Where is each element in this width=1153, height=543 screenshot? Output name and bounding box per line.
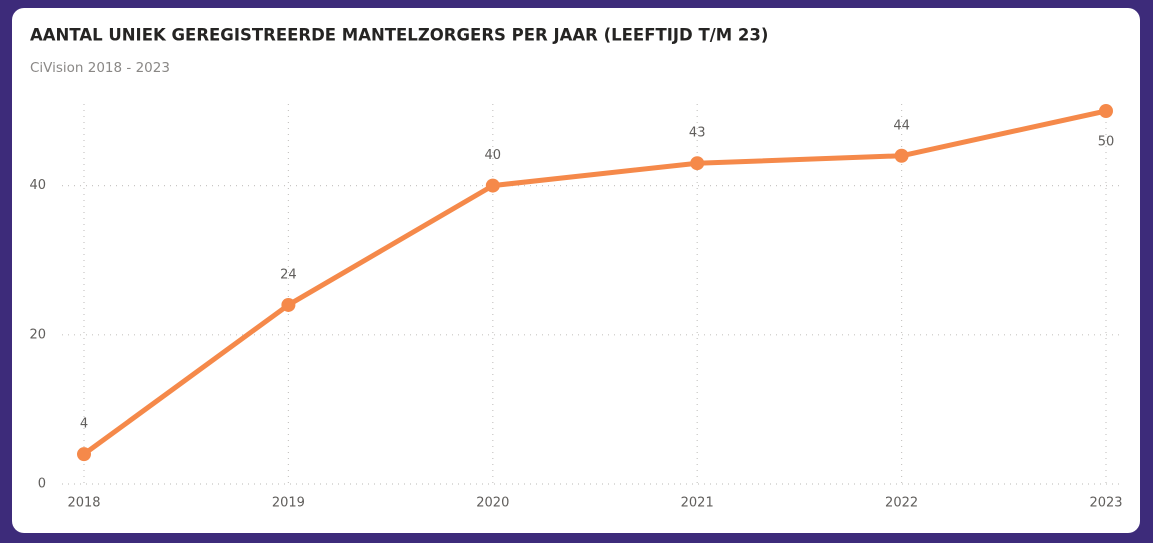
data-label: 24 — [280, 267, 297, 282]
chart-subtitle: CiVision 2018 - 2023 — [30, 60, 170, 76]
x-tick-label: 2023 — [1089, 496, 1122, 511]
point — [894, 148, 909, 163]
y-tick-label: 40 — [29, 178, 46, 193]
x-tick-label: 2019 — [272, 496, 305, 511]
y-tick-label: 0 — [38, 477, 46, 492]
data-label: 50 — [1098, 135, 1115, 150]
card — [12, 8, 1140, 533]
chart-title: AANTAL UNIEK GEREGISTREERDE MANTELZORGER… — [30, 26, 768, 45]
x-tick-label: 2018 — [67, 496, 100, 511]
x-tick-label: 2022 — [885, 496, 918, 511]
data-label: 44 — [893, 118, 910, 133]
data-label: 40 — [485, 148, 502, 163]
point — [77, 447, 91, 462]
x-tick-label: 2021 — [681, 496, 714, 511]
line — [82, 108, 1107, 457]
point — [1099, 104, 1113, 118]
data-label: 4 — [80, 417, 88, 432]
x-tick-label: 2020 — [476, 496, 509, 511]
data-label: 43 — [689, 126, 706, 141]
y-tick-label: 20 — [29, 327, 46, 342]
point — [690, 156, 705, 171]
point — [281, 297, 296, 312]
point — [485, 178, 500, 193]
